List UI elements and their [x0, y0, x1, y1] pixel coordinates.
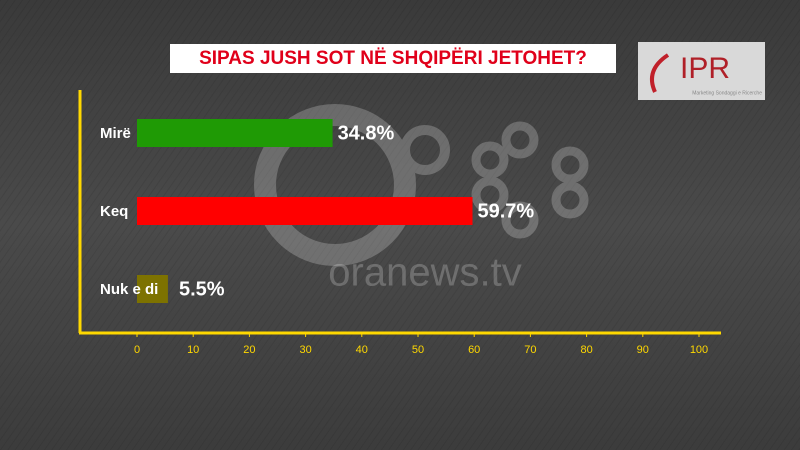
- x-tick-label: 60: [468, 344, 480, 356]
- value-label: 59.7%: [478, 200, 535, 222]
- x-tick-label: 90: [637, 344, 649, 356]
- watermark: oranews.tv: [328, 251, 521, 295]
- bar: [137, 275, 168, 303]
- x-tick-label: 20: [243, 344, 255, 356]
- title-box: [170, 44, 616, 73]
- watermark-logo: [254, 104, 589, 266]
- x-tick-label: 30: [299, 344, 311, 356]
- value-label: 5.5%: [179, 278, 225, 300]
- x-tick-label: 0: [134, 344, 140, 356]
- chart-title: SIPAS JUSH SOT NË SHQIPËRI JETOHET?: [199, 48, 587, 69]
- value-label: 34.8%: [338, 122, 395, 144]
- logo-text: IPR: [680, 52, 730, 85]
- logo-box: [638, 42, 765, 100]
- category-label: Nuk e di: [100, 281, 158, 298]
- x-tick-label: 40: [356, 344, 368, 356]
- logo-subtitle: Marketing Sondaggi e Ricerche: [692, 90, 762, 96]
- x-tick-label: 80: [580, 344, 592, 356]
- category-label: Keq: [100, 203, 128, 220]
- logo-swoosh: [650, 53, 670, 93]
- x-tick-label: 10: [187, 344, 199, 356]
- x-tick-label: 50: [412, 344, 424, 356]
- bar: [137, 119, 333, 147]
- category-label: Mirë: [100, 125, 131, 142]
- x-tick-label: 100: [690, 344, 708, 356]
- x-tick-label: 70: [524, 344, 536, 356]
- bar: [137, 197, 473, 225]
